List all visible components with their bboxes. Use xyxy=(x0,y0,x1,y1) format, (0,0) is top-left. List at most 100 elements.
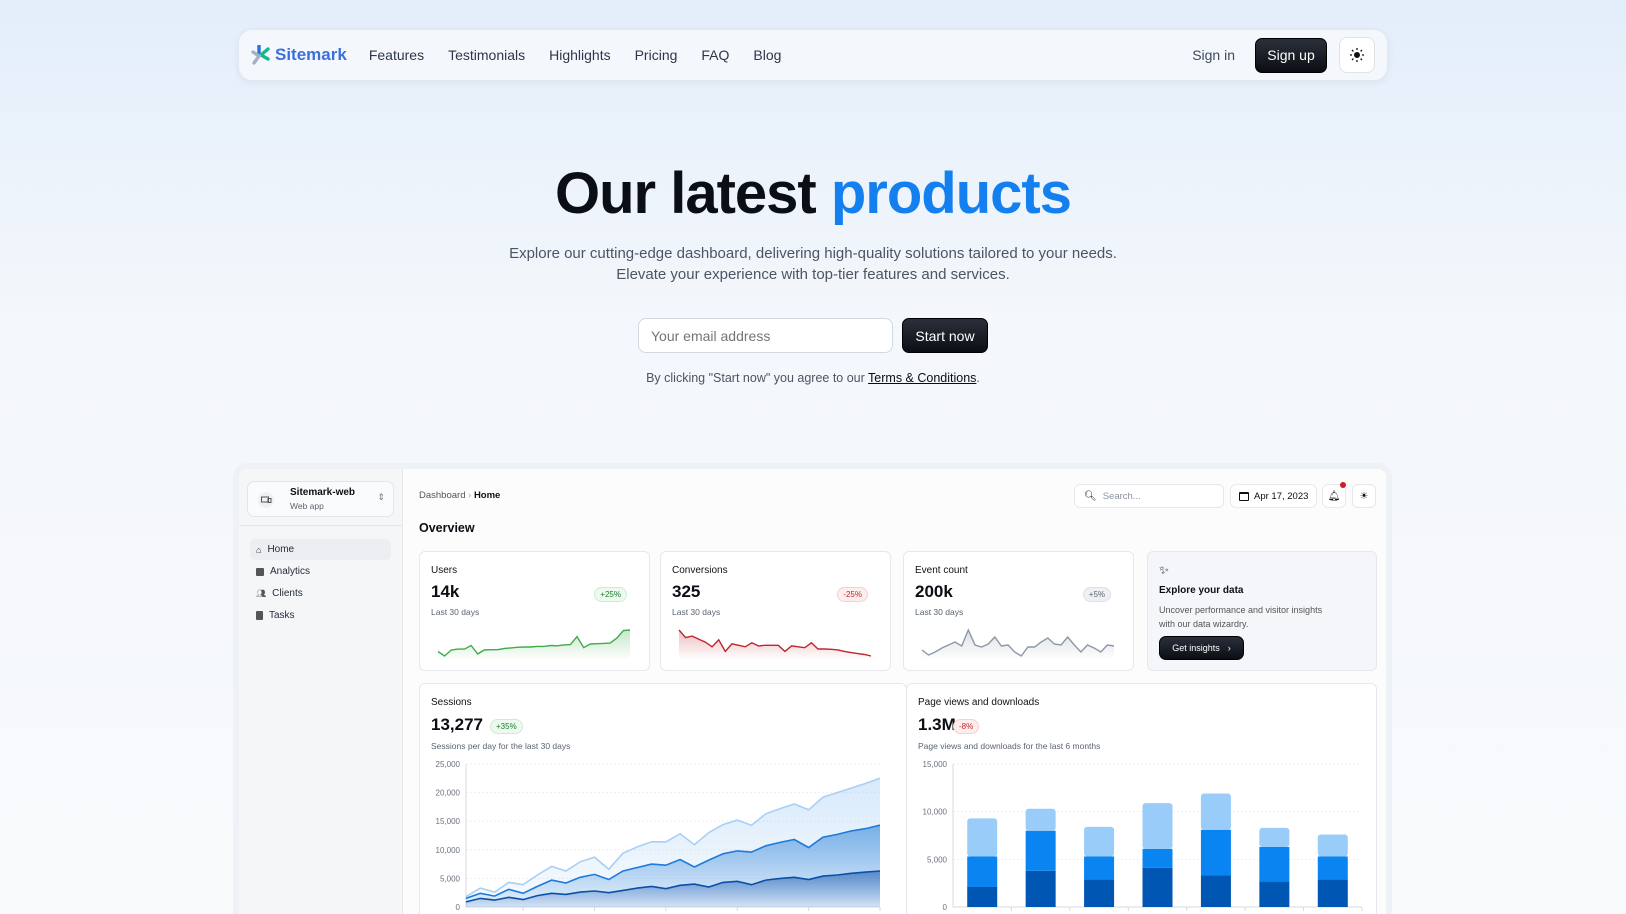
hero-title: Our latest products xyxy=(0,160,1626,227)
pageviews-card: Page views and downloads 1.3M -8% Page v… xyxy=(906,683,1377,914)
sign-in-link[interactable]: Sign in xyxy=(1192,47,1235,63)
hero-subtitle-1: Explore our cutting-edge dashboard, deli… xyxy=(509,245,1117,262)
bar-segment xyxy=(1317,834,1348,857)
notifications-button[interactable]: 🔔︎ xyxy=(1322,482,1346,508)
stat-trend-badge: -25% xyxy=(837,587,868,602)
people-icon: 👥︎ xyxy=(256,589,267,598)
y-tick-label: 0 xyxy=(456,903,461,912)
stat-card-conversions: Conversions 325 -25% Last 30 days xyxy=(660,551,891,671)
terms-prefix: By clicking "Start now" you agree to our xyxy=(646,371,869,385)
series-line-0 xyxy=(465,777,881,898)
breadcrumb: Dashboard › Home xyxy=(419,490,500,501)
stat-trend-badge: +5% xyxy=(1082,587,1111,602)
nav-blog[interactable]: Blog xyxy=(753,47,782,63)
start-now-button[interactable]: Start now xyxy=(902,318,988,353)
nav-features[interactable]: Features xyxy=(368,47,425,63)
sidebar-item-label: Tasks xyxy=(269,610,295,621)
pageviews-value: 1.3M xyxy=(918,715,956,734)
sidebar: Sitemark-web Web app ⇕ ⌂ Home Analytics 👥… xyxy=(239,469,403,914)
nav-pricing[interactable]: Pricing xyxy=(634,47,678,63)
bar-segment xyxy=(1200,793,1231,830)
search-input[interactable]: 🔍︎ Search... xyxy=(1074,484,1224,508)
insight-card: ✨︎ Explore your data Uncover performance… xyxy=(1147,551,1377,671)
sidebar-item-analytics[interactable]: Analytics xyxy=(250,561,391,582)
bar-segment xyxy=(1200,829,1231,876)
get-insights-label: Get insights xyxy=(1172,643,1220,653)
y-tick-label: 10,000 xyxy=(923,808,948,817)
get-insights-button[interactable]: Get insights › xyxy=(1159,636,1244,660)
bar-segment xyxy=(1142,848,1173,868)
dashboard-preview: Sitemark-web Web app ⇕ ⌂ Home Analytics 👥… xyxy=(233,463,1392,914)
sitemark-logo-icon xyxy=(251,45,270,65)
sessions-trend-badge: +35% xyxy=(490,719,523,734)
sign-up-button[interactable]: Sign up xyxy=(1255,37,1327,73)
nav-highlights[interactable]: Highlights xyxy=(549,47,611,63)
bar-segment xyxy=(1084,879,1115,907)
date-value: Apr 17, 2023 xyxy=(1254,490,1309,502)
bar-segment xyxy=(1084,826,1115,857)
sun-icon: ☀︎ xyxy=(1359,490,1369,502)
bar-segment xyxy=(1317,856,1348,880)
stat-period: Last 30 days xyxy=(672,607,721,617)
sparkline-line xyxy=(921,628,1115,657)
sidebar-item-home[interactable]: ⌂ Home xyxy=(250,539,391,560)
breadcrumb-dashboard[interactable]: Dashboard xyxy=(419,490,466,501)
y-tick-label: 15,000 xyxy=(923,760,948,769)
bar-segment xyxy=(1084,856,1115,880)
stat-trend-badge: +25% xyxy=(594,587,627,602)
theme-toggle-button[interactable] xyxy=(1339,37,1375,73)
bar-segment xyxy=(967,856,998,887)
bar-segment xyxy=(1142,867,1173,907)
bell-icon: 🔔︎ xyxy=(1327,490,1341,502)
bar-segment xyxy=(1025,808,1056,831)
sidebar-divider xyxy=(239,525,403,526)
nav-testimonials[interactable]: Testimonials xyxy=(448,47,526,63)
app-selector[interactable]: Sitemark-web Web app ⇕ xyxy=(247,481,394,517)
nav-faq[interactable]: FAQ xyxy=(701,47,730,63)
sparkline-area xyxy=(438,630,630,660)
pageviews-subtitle: Page views and downloads for the last 6 … xyxy=(918,741,1101,751)
chevron-right-icon: › xyxy=(468,490,472,501)
series-line-2 xyxy=(465,870,881,903)
theme-toggle-button[interactable]: ☀︎ xyxy=(1352,484,1376,508)
pageviews-title: Page views and downloads xyxy=(918,697,1040,708)
y-tick-label: 0 xyxy=(943,903,948,912)
analytics-icon xyxy=(256,567,264,576)
clipboard-icon xyxy=(256,611,263,620)
search-icon: 🔍︎ xyxy=(1084,490,1097,502)
bar-segment xyxy=(967,886,998,907)
sessions-value: 13,277 xyxy=(431,715,483,734)
sessions-subtitle: Sessions per day for the last 30 days xyxy=(431,741,571,751)
bar-segment xyxy=(1142,803,1173,849)
bar-segment xyxy=(1025,830,1056,871)
hero-title-start: Our latest xyxy=(555,161,817,226)
insight-text: Uncover performance and visitor insights… xyxy=(1159,603,1322,631)
insight-text-line2: with our data wizardry. xyxy=(1159,619,1249,629)
insight-text-line1: Uncover performance and visitor insights xyxy=(1159,605,1323,615)
hero-title-accent: products xyxy=(830,161,1072,226)
brand-logo[interactable]: Sitemark xyxy=(251,45,347,65)
y-tick-label: 15,000 xyxy=(436,817,461,826)
stat-card-event-count: Event count 200k +5% Last 30 days xyxy=(903,551,1134,671)
hero-subtitle-2: Elevate your experience with top-tier fe… xyxy=(616,266,1010,283)
bar-segment xyxy=(1259,846,1290,882)
series-line-1 xyxy=(465,824,881,900)
sidebar-item-label: Home xyxy=(267,544,295,555)
sidebar-item-clients[interactable]: 👥︎ Clients xyxy=(250,583,391,604)
date-picker-button[interactable]: Apr 17, 2023 xyxy=(1230,484,1317,508)
stat-card-users: Users 14k +25% Last 30 days xyxy=(419,551,650,671)
bar-segment xyxy=(1200,875,1231,907)
sessions-card: Sessions 13,277 +35% Sessions per day fo… xyxy=(419,683,907,914)
bar-segment xyxy=(1317,879,1348,907)
sparkline-area xyxy=(679,630,871,660)
breadcrumb-home: Home xyxy=(473,490,501,501)
sidebar-item-tasks[interactable]: Tasks xyxy=(250,605,391,626)
terms-link[interactable]: Terms & Conditions xyxy=(868,371,977,385)
y-tick-label: 5,000 xyxy=(927,855,948,864)
overview-heading: Overview xyxy=(419,521,475,535)
insights-icon: ✨︎ xyxy=(1159,563,1169,577)
bar-segment xyxy=(1259,881,1290,907)
stat-title: Event count xyxy=(915,565,968,576)
email-input[interactable] xyxy=(638,318,893,353)
